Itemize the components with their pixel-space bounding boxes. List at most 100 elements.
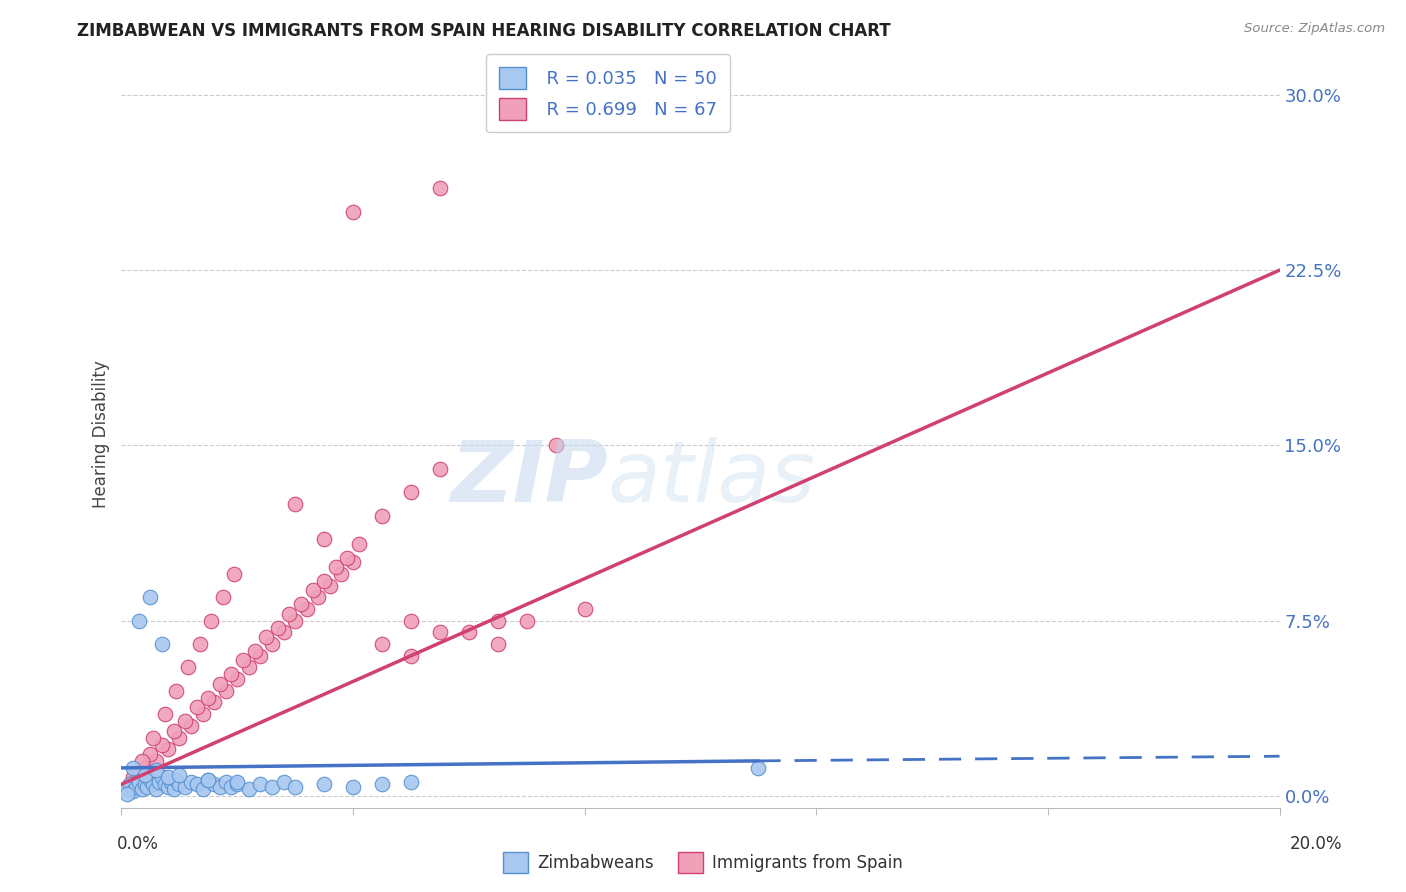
Point [238,781,260,796]
Point [342,555,364,569]
Point [197,690,219,705]
Point [150,637,173,651]
Point [145,763,167,777]
Point [224,566,246,581]
Point [486,614,509,628]
Point [174,714,197,728]
Point [457,625,479,640]
Text: Source: ZipAtlas.com: Source: ZipAtlas.com [1244,22,1385,36]
Point [191,707,214,722]
Point [165,772,187,787]
Point [221,780,243,794]
Point [399,614,422,628]
Point [342,780,364,794]
Legend: Zimbabweans, Immigrants from Spain: Zimbabweans, Immigrants from Spain [496,846,910,880]
Point [371,637,394,651]
Point [330,566,353,581]
Point [139,772,162,787]
Point [128,614,150,628]
Point [215,683,238,698]
Point [278,607,301,621]
Point [221,667,243,681]
Point [125,780,148,794]
Point [169,777,191,791]
Point [347,536,370,550]
Point [254,630,277,644]
Point [249,648,271,663]
Point [165,683,187,698]
Point [574,602,596,616]
Point [226,775,249,789]
Point [142,777,165,791]
Point [429,462,451,476]
Point [273,775,295,789]
Point [211,591,233,605]
Text: 0.0%: 0.0% [117,835,159,853]
Point [131,781,153,796]
Point [162,723,184,738]
Point [273,625,295,640]
Point [429,625,451,640]
Point [336,550,359,565]
Point [122,784,145,798]
Point [169,768,191,782]
Point [284,614,307,628]
Point [226,672,249,686]
Point [267,621,290,635]
Text: ZIP: ZIP [450,437,607,520]
Point [120,777,142,791]
Point [150,770,173,784]
Point [399,775,422,789]
Point [131,754,153,768]
Point [145,781,167,796]
Point [174,780,197,794]
Point [153,777,176,791]
Point [200,614,222,628]
Point [186,777,208,791]
Point [180,719,202,733]
Point [238,660,260,674]
Point [115,781,138,796]
Point [544,438,567,452]
Point [148,775,170,789]
Point [307,591,329,605]
Point [191,781,214,796]
Point [243,644,266,658]
Point [202,696,225,710]
Point [314,532,336,546]
Point [156,742,179,756]
Point [208,677,231,691]
Point [186,700,208,714]
Point [429,181,451,195]
Point [399,485,422,500]
Point [260,637,283,651]
Point [139,591,162,605]
Point [122,761,145,775]
Point [208,780,231,794]
Point [188,637,211,651]
Point [156,770,179,784]
Point [142,731,165,745]
Point [371,508,394,523]
Point [284,497,307,511]
Point [120,777,142,791]
Point [197,772,219,787]
Point [156,780,179,794]
Point [128,775,150,789]
Point [260,780,283,794]
Point [516,614,538,628]
Point [342,204,364,219]
Point [134,777,156,791]
Point [486,637,509,651]
Point [180,775,202,789]
Point [232,653,254,667]
Point [134,768,156,782]
Point [215,775,238,789]
Point [145,754,167,768]
Point [371,777,394,791]
Point [159,775,181,789]
Point [249,777,271,791]
Point [134,761,156,775]
Point [153,707,176,722]
Legend:   R = 0.035   N = 50,   R = 0.699   N = 67: R = 0.035 N = 50, R = 0.699 N = 67 [486,54,730,132]
